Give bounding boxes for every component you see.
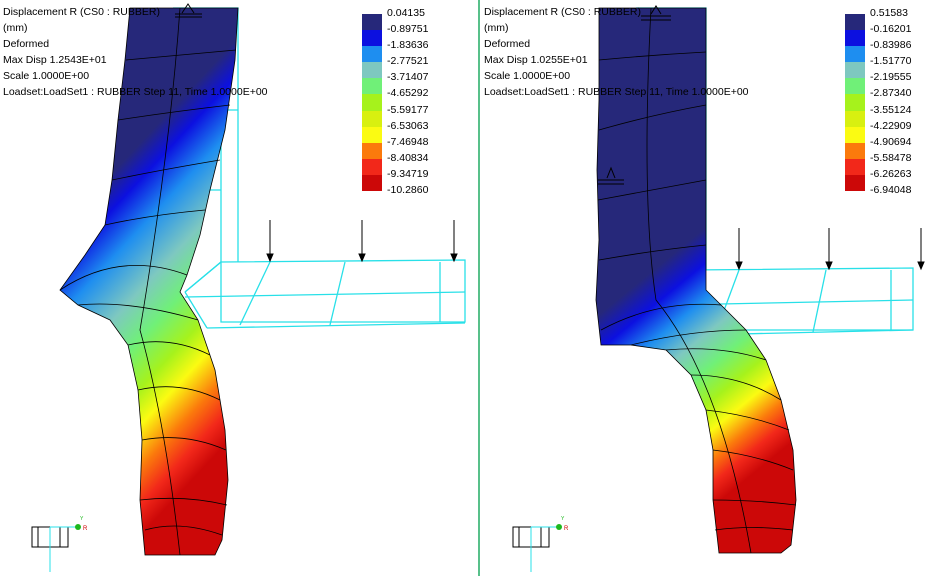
right-legend-value: -6.94048 [870, 184, 912, 197]
right-legend-value: -5.58478 [870, 151, 912, 164]
right-mesh-lines [597, 7, 797, 554]
left-legend-swatch [362, 142, 382, 159]
right-loadset: Loadset:LoadSet1 : RUBBER Step 11, Time … [484, 86, 749, 98]
right-model-view: R Y [512, 5, 925, 572]
right-legend-value: -2.19555 [870, 71, 912, 84]
right-legend-swatch [845, 94, 865, 111]
left-legend-swatch [362, 126, 382, 143]
right-viewport[interactable]: R Y Displacement R (CS0 : RUBBER) (mm) D… [481, 0, 936, 576]
right-triad-r-label: R [564, 526, 569, 532]
left-triad-y-label: Y [80, 516, 84, 522]
right-legend-swatch [845, 46, 865, 63]
right-legend-value: 0.51583 [870, 7, 908, 19]
left-legend-swatch [362, 46, 382, 63]
right-legend-swatch [845, 142, 865, 159]
left-units: (mm) [3, 22, 28, 34]
right-max-disp: Max Disp 1.0255E+01 [484, 54, 588, 66]
left-loadset: Loadset:LoadSet1 : RUBBER Step 11, Time … [3, 86, 268, 98]
right-legend-swatch [845, 14, 865, 31]
right-legend-swatch [845, 62, 865, 79]
left-deformed-label: Deformed [3, 38, 50, 50]
left-legend-swatch [362, 110, 382, 127]
right-result-title: Displacement R (CS0 : RUBBER) [484, 6, 641, 18]
left-legend-value: -8.40834 [387, 151, 429, 164]
left-legend-swatch [362, 62, 382, 79]
left-result-title: Displacement R (CS0 : RUBBER) [3, 6, 160, 18]
left-legend-swatch [362, 30, 382, 47]
left-legend-value: -6.53063 [387, 119, 429, 132]
left-scale: Scale 1.0000E+00 [3, 70, 90, 82]
left-mesh-lines [59, 7, 237, 556]
left-legend-swatch [362, 158, 382, 175]
right-coordinate-triad [512, 524, 562, 572]
right-legend-swatch [845, 78, 865, 95]
right-support-symbols [598, 5, 671, 185]
right-triad-y-label: Y [561, 516, 565, 522]
right-scale: Scale 1.0000E+00 [484, 70, 571, 82]
left-legend-value: -10.2860 [387, 184, 429, 197]
left-legend-value: -4.65292 [387, 87, 429, 100]
right-legend-value: -4.90694 [870, 135, 912, 148]
left-legend-swatch [362, 14, 382, 31]
right-legend-swatch [845, 158, 865, 175]
left-legend-value: 0.04135 [387, 7, 425, 19]
left-viewport[interactable]: R Y Displacement R (CS0 : RUBBER) (mm) D… [0, 0, 477, 576]
left-max-disp: Max Disp 1.2543E+01 [3, 54, 107, 66]
right-legend-value: -1.51770 [870, 55, 912, 68]
left-legend-value: -9.34719 [387, 167, 429, 180]
left-legend-value: -1.83636 [387, 39, 429, 52]
right-legend-swatch [845, 110, 865, 127]
left-model-view: R Y [31, 3, 466, 572]
left-legend-value: -2.77521 [387, 55, 429, 68]
right-legend-value: -0.83986 [870, 39, 912, 52]
right-legend-swatch [845, 174, 865, 192]
left-load-arrows [266, 220, 458, 263]
right-legend-value: -0.16201 [870, 23, 912, 36]
right-legend-value: -4.22909 [870, 119, 912, 132]
left-legend-swatch [362, 78, 382, 95]
left-legend-value: -3.71407 [387, 71, 429, 84]
right-legend-value: -2.87340 [870, 87, 912, 100]
right-legend-swatch [845, 126, 865, 143]
right-units: (mm) [484, 22, 509, 34]
left-legend-swatch [362, 94, 382, 111]
left-legend-value: -0.89751 [387, 23, 429, 36]
right-legend-swatch [845, 30, 865, 47]
right-legend-value: -6.26263 [870, 167, 912, 180]
left-info-panel: Displacement R (CS0 : RUBBER) (mm) Defor… [3, 4, 268, 100]
left-triad-r-label: R [83, 526, 88, 532]
left-legend-value: -5.59177 [387, 103, 429, 116]
left-legend-value: -7.46948 [387, 135, 429, 148]
viewport-divider[interactable] [478, 0, 480, 576]
right-info-panel: Displacement R (CS0 : RUBBER) (mm) Defor… [484, 4, 749, 100]
right-legend-value: -3.55124 [870, 103, 912, 116]
left-legend-swatch [362, 174, 382, 192]
right-load-arrows [735, 228, 925, 271]
left-coordinate-triad [31, 524, 81, 572]
right-deformed-label: Deformed [484, 38, 531, 50]
left-support-symbol [175, 3, 202, 18]
